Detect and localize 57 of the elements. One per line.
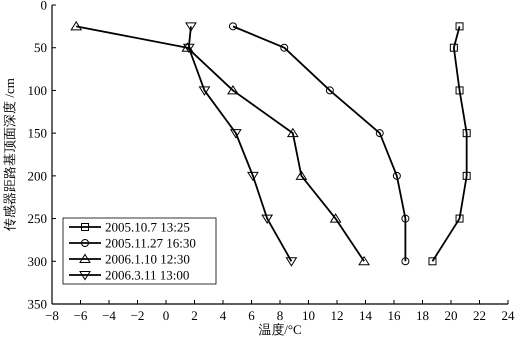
x-axis-title: 温度/°C [258, 322, 302, 337]
x-tick-label: −2 [130, 308, 144, 323]
point [450, 44, 458, 52]
x-tick-label: 16 [388, 308, 401, 323]
legend-label: 2006.3.11 13:00 [105, 268, 190, 282]
x-tick-label: 2 [191, 308, 198, 323]
point [198, 86, 210, 96]
y-tick-label: 250 [28, 211, 47, 226]
legend-label: 2005.11.27 16:30 [105, 236, 196, 250]
point [462, 129, 471, 138]
x-tick-label: 14 [359, 308, 372, 323]
point [392, 172, 401, 180]
legend-label: 2005.10.7 13:25 [105, 220, 190, 234]
x-tick-label: 24 [502, 308, 515, 323]
y-tick-label: 300 [28, 254, 47, 269]
point [185, 22, 196, 32]
point [287, 128, 298, 138]
legend-label: 2006.1.10 12:30 [105, 252, 190, 266]
x-tick-label: 0 [162, 308, 170, 323]
point [228, 22, 237, 30]
y-axis-title: 传感器距路基顶面深度 /cm [2, 78, 17, 231]
point [280, 44, 288, 52]
x-tick-label: −8 [45, 308, 59, 323]
y-tick-label: 50 [34, 40, 47, 56]
point [227, 85, 238, 94]
y-tick-label: 100 [28, 82, 47, 98]
point [456, 86, 464, 94]
point [456, 214, 464, 223]
point [70, 21, 82, 30]
point [286, 257, 297, 266]
point [230, 129, 242, 138]
point [330, 214, 342, 223]
x-tick-label: 12 [330, 308, 344, 323]
x-tick-label: 8 [276, 308, 284, 323]
x-tick-label: 6 [248, 308, 256, 323]
y-tick-label: 150 [28, 126, 47, 141]
point [376, 129, 384, 138]
y-tick-label: 350 [28, 296, 47, 312]
y-tick-label: 0 [40, 0, 47, 12]
x-tick-label: 10 [302, 308, 315, 323]
x-tick-label: −4 [102, 308, 116, 323]
point [401, 214, 410, 223]
point [247, 172, 258, 181]
point [428, 257, 436, 266]
point [262, 214, 273, 224]
point [296, 170, 307, 180]
point [401, 257, 410, 266]
x-tick-label: 4 [220, 308, 227, 323]
x-tick-label: 18 [416, 308, 429, 323]
point [358, 256, 370, 266]
point [462, 172, 471, 180]
x-tick-label: 22 [473, 308, 486, 323]
point [326, 86, 334, 94]
x-tick-label: 20 [444, 308, 458, 323]
point [456, 22, 464, 30]
y-tick-label: 200 [28, 168, 47, 184]
x-tick-label: −6 [74, 308, 88, 323]
